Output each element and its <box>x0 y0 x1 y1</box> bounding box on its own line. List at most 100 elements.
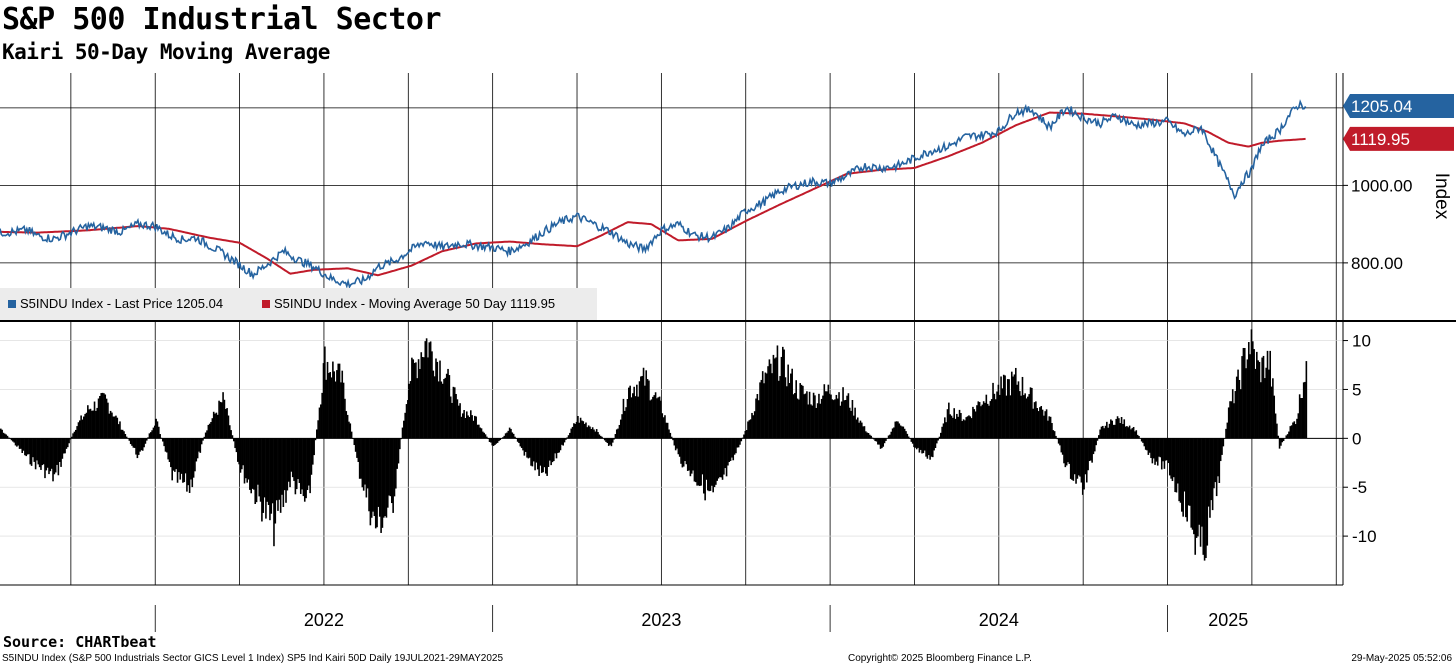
kairi-bar <box>960 413 962 439</box>
kairi-bar <box>203 436 206 439</box>
kairi-bar <box>408 383 411 439</box>
kairi-bar <box>657 397 660 439</box>
kairi-bar <box>1056 438 1059 440</box>
kairi-bar <box>684 438 686 461</box>
kairi-bar <box>1114 424 1116 439</box>
kairi-bar <box>629 385 631 439</box>
kairi-bar <box>716 438 718 481</box>
kairi-bar <box>34 438 37 470</box>
kairi-bar <box>668 429 670 439</box>
kairi-bar <box>1217 438 1219 477</box>
kairi-bar <box>791 368 793 439</box>
kairi-bar <box>764 372 767 439</box>
kairi-bar <box>506 432 508 439</box>
kairi-bar <box>1304 381 1306 439</box>
kairi-bar <box>212 411 215 439</box>
kairi-bar <box>81 419 84 439</box>
kairi-bar <box>1229 401 1231 439</box>
kairi-bar <box>980 406 982 439</box>
kairi-bar <box>650 399 653 439</box>
kairi-bar <box>52 438 54 482</box>
kairi-bar <box>238 438 240 465</box>
kairi-bar <box>1002 374 1005 439</box>
kairi-bar <box>353 438 356 446</box>
kairi-bar <box>1019 391 1021 439</box>
kairi-bar <box>332 361 334 439</box>
kairi-bar <box>812 392 815 439</box>
kairi-bar <box>990 399 993 439</box>
kairi-bar <box>621 414 623 439</box>
kairi-bar <box>415 362 417 439</box>
kairi-bar <box>1282 438 1285 441</box>
kairi-bar <box>1226 422 1229 439</box>
kairi-bar <box>184 438 187 474</box>
kairi-bar <box>145 438 148 441</box>
kairi-bar <box>503 435 506 439</box>
kairi-bar <box>894 421 897 439</box>
kairi-bar <box>515 438 518 439</box>
kairi-bar <box>982 401 985 439</box>
kairi-bar <box>768 359 771 439</box>
kairi-bar <box>913 438 915 448</box>
kairi-bar <box>826 391 828 439</box>
kairi-bar <box>909 438 911 439</box>
kairi-bar <box>519 438 522 447</box>
kairi-bar <box>1231 389 1234 439</box>
kairi-bar <box>1206 438 1209 546</box>
kairi-bar <box>784 377 787 439</box>
kairi-bar <box>1080 438 1083 483</box>
kairi-bar <box>120 429 123 439</box>
kairi-bar <box>815 407 818 439</box>
kairi-bar <box>320 404 322 439</box>
kairi-bar <box>1146 438 1148 451</box>
kairi-bar <box>1210 438 1213 501</box>
kairi-bar <box>218 400 220 439</box>
kairi-bar <box>1111 420 1114 439</box>
kairi-bar <box>70 436 73 439</box>
kairi-bar <box>972 406 974 439</box>
kairi-bar <box>709 438 712 491</box>
kairi-bar <box>389 438 392 497</box>
kairi-bar <box>527 438 530 459</box>
kairi-bar <box>725 438 728 477</box>
kairi-bar <box>388 438 390 496</box>
kairi-bar <box>1148 438 1151 453</box>
kairi-bar <box>1024 393 1026 439</box>
kairi-bar <box>385 438 388 518</box>
kairi-bar <box>504 433 507 439</box>
kairi-bar <box>570 428 573 439</box>
kairi-bar <box>72 433 74 439</box>
kairi-bar <box>1155 438 1158 462</box>
kairi-bar <box>80 415 82 439</box>
kairi-bar <box>247 438 250 480</box>
kairi-bar <box>874 438 876 442</box>
kairi-bar <box>803 394 806 439</box>
kairi-y-tick-label: -10 <box>1352 527 1377 546</box>
kairi-bar <box>918 438 921 453</box>
kairi-bar <box>997 384 1000 439</box>
kairi-bar <box>1238 379 1241 439</box>
kairi-bar <box>166 438 168 453</box>
kairi-bar <box>877 438 879 445</box>
kairi-bar <box>2 432 5 439</box>
kairi-bar <box>112 416 115 439</box>
kairi-bar <box>744 430 747 439</box>
kairi-bar <box>1023 395 1025 439</box>
kairi-bar <box>1013 374 1016 439</box>
moving-average-line <box>0 111 1306 277</box>
kairi-bar <box>382 438 385 518</box>
kairi-bar <box>1168 438 1171 476</box>
kairi-bar <box>186 438 188 492</box>
kairi-bar <box>381 438 384 528</box>
kairi-bar <box>411 357 413 439</box>
kairi-bar <box>761 371 764 439</box>
kairi-bar <box>760 379 763 439</box>
kairi-bar <box>1093 438 1096 452</box>
kairi-bar <box>121 429 124 439</box>
kairi-bar <box>524 438 527 452</box>
kairi-bar <box>1251 341 1254 439</box>
kairi-bar <box>8 437 10 439</box>
kairi-bar <box>879 438 882 449</box>
footer-copyright: Copyright© 2025 Bloomberg Finance L.P. <box>848 653 1032 664</box>
kairi-bar <box>1230 401 1233 439</box>
